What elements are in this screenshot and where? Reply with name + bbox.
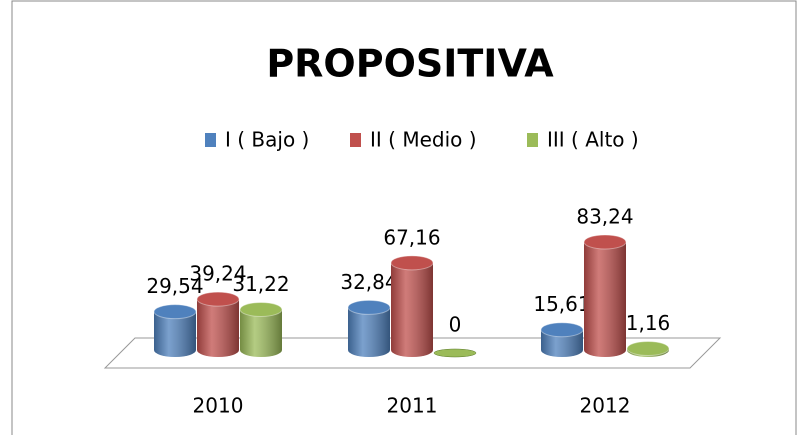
- legend-label: II ( Medio ): [370, 128, 477, 152]
- data-label: 67,16: [383, 225, 440, 249]
- x-tick-label: 2012: [580, 394, 631, 418]
- data-label: 32,84: [340, 270, 397, 294]
- legend-swatch: [527, 133, 538, 147]
- bar-top: [390, 255, 434, 271]
- bar-shade: [541, 329, 583, 357]
- data-label: 15,61: [533, 292, 590, 316]
- bar-shade: [197, 299, 239, 357]
- data-label: 0: [449, 313, 462, 337]
- bar-shade: [154, 311, 196, 357]
- data-label: 1,16: [626, 311, 671, 335]
- x-tick-label: 2010: [193, 394, 244, 418]
- legend-label: I ( Bajo ): [225, 128, 309, 152]
- legend-swatch: [205, 133, 216, 147]
- bar-top: [196, 291, 240, 307]
- chart-title: PROPOSITIVA: [266, 42, 554, 86]
- bar-top: [239, 301, 283, 317]
- data-label: 29,54: [146, 274, 203, 298]
- bar-shade: [391, 262, 433, 357]
- legend-label: III ( Alto ): [547, 128, 639, 152]
- data-label: 31,22: [232, 272, 289, 296]
- bar-top: [153, 304, 197, 320]
- bar-shade: [240, 309, 282, 357]
- bar-top: [583, 234, 627, 250]
- bar-top: [347, 299, 391, 315]
- bar-top: [626, 340, 670, 356]
- bar-shade: [584, 242, 626, 357]
- data-label: 39,24: [189, 262, 246, 286]
- data-label: 83,24: [576, 205, 633, 229]
- bar: [433, 348, 477, 358]
- bar-top: [540, 322, 584, 338]
- x-tick-label: 2011: [387, 394, 438, 418]
- bar-shade: [348, 307, 390, 357]
- legend-swatch: [350, 133, 361, 147]
